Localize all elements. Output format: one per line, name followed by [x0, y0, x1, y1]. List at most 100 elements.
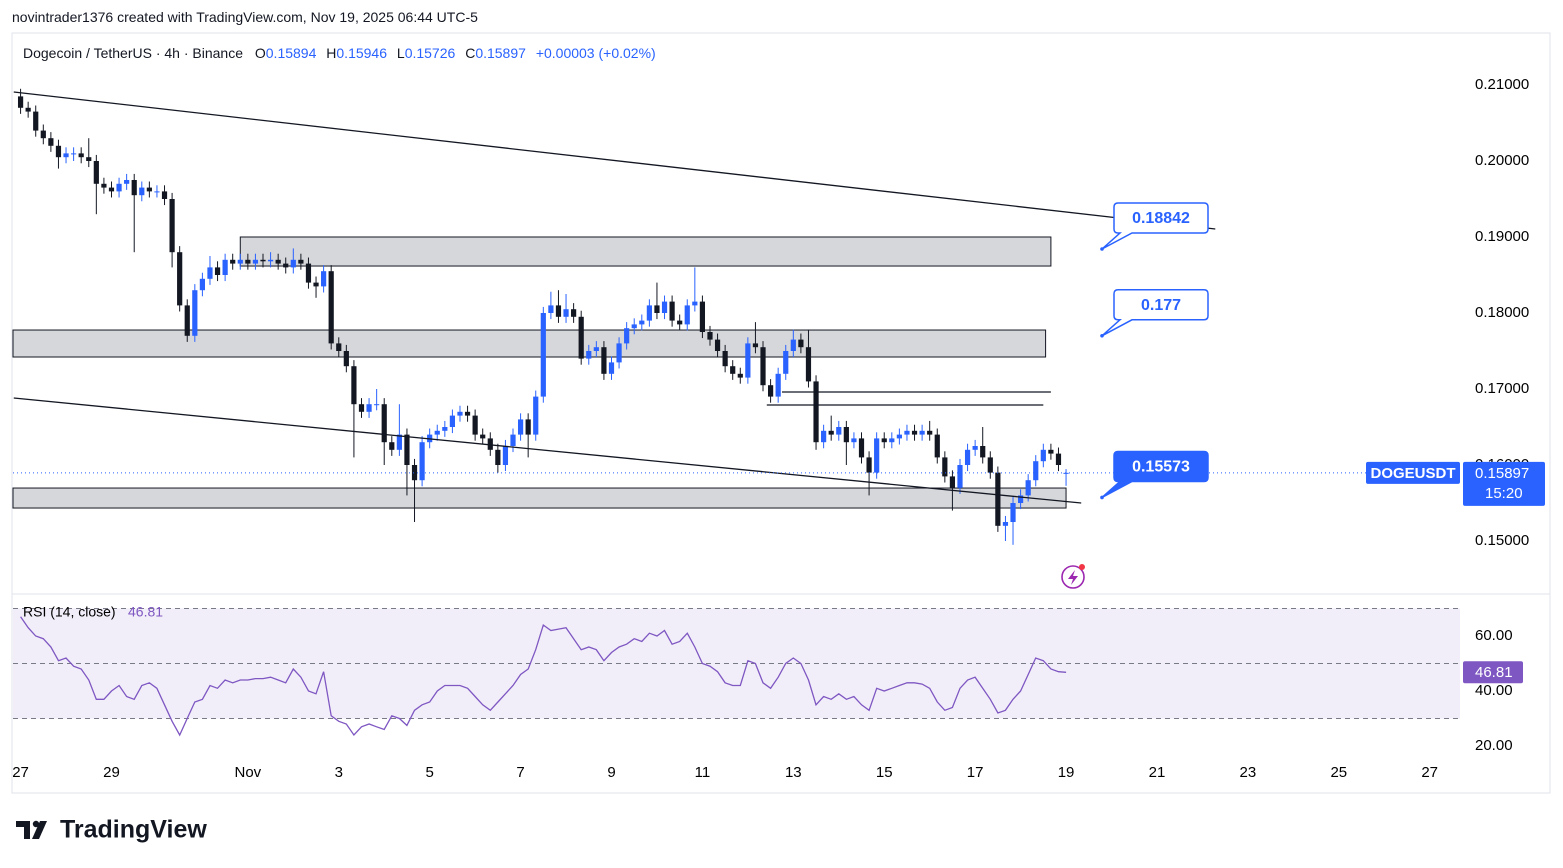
candle-body: [904, 430, 910, 435]
candle-body: [63, 153, 69, 158]
candle-body: [821, 430, 827, 443]
candle-body: [116, 183, 122, 192]
candle-body: [177, 252, 183, 306]
zone: [12, 329, 1047, 358]
candle-body: [17, 96, 24, 108]
candle-body: [25, 107, 31, 112]
candle-body: [881, 438, 887, 443]
candle-body: [252, 259, 259, 264]
candle-body: [1010, 503, 1016, 523]
candle-body: [502, 446, 509, 466]
candle-body: [1048, 449, 1054, 454]
brand: TradingView: [60, 816, 207, 844]
candle-body: [48, 138, 54, 146]
x-tick-label: 5: [426, 764, 434, 781]
candle-body: [942, 457, 948, 477]
candle-body: [586, 351, 592, 359]
y-tick-label: 20.00: [1475, 737, 1513, 754]
candle-body: [684, 305, 690, 325]
callout-label: 0.177: [1141, 297, 1181, 314]
candle-body: [199, 278, 205, 291]
callout-tip: [1100, 247, 1104, 251]
candle-body: [631, 324, 637, 329]
candle-body: [283, 263, 289, 268]
zone: [239, 236, 1052, 267]
candle-body: [972, 446, 978, 450]
candle-body: [896, 434, 902, 439]
candle-body: [540, 313, 546, 397]
candle-body: [707, 332, 713, 340]
candle-body: [298, 259, 304, 264]
candle-body: [480, 434, 486, 439]
candle-body: [752, 343, 759, 348]
candle-body: [533, 396, 539, 435]
candle-body: [275, 259, 281, 264]
candle-body: [608, 362, 615, 374]
candle-body: [767, 385, 774, 397]
candle-body: [571, 309, 577, 317]
candle-body: [305, 263, 312, 283]
rsi-value-box: [1463, 661, 1523, 684]
x-tick-label: Nov: [235, 764, 262, 781]
candle-body: [851, 438, 857, 443]
x-tick-label: 13: [785, 764, 802, 781]
legend: Dogecoin / TetherUS · 4h · Binance O0.15…: [23, 45, 662, 61]
ticker: DOGEUSDT: [1370, 465, 1455, 482]
candle-body: [911, 430, 918, 435]
callout-box: [1101, 202, 1209, 250]
candle-body: [563, 309, 569, 317]
chart-frame: [11, 32, 1551, 794]
candle-body: [601, 347, 607, 374]
candle-body: [214, 267, 221, 275]
candle-body: [737, 373, 743, 378]
candle-body: [230, 259, 236, 264]
candle-body: [487, 438, 493, 450]
y-tick-label: 40.00: [1475, 682, 1513, 699]
candle-body: [358, 404, 365, 412]
candle-body: [86, 157, 92, 161]
candle-body: [760, 347, 766, 386]
y-tick-label: 60.00: [1475, 627, 1513, 644]
ohlc-label: H: [326, 45, 337, 61]
candle-body: [108, 187, 115, 192]
candle-body: [836, 427, 842, 435]
y-tick-label: 0.21000: [1475, 76, 1529, 93]
rsi-value: 46.81: [128, 604, 163, 620]
candle-body: [222, 259, 228, 275]
candle-body: [184, 305, 190, 336]
candle-body: [730, 366, 736, 374]
candle-body: [169, 198, 175, 253]
candle-body: [411, 465, 418, 481]
x-tick-label: 27: [1421, 764, 1438, 781]
callout-box: [1101, 450, 1209, 499]
candle-body: [828, 430, 834, 435]
candle-body: [843, 427, 849, 443]
callout-label: 0.15573: [1132, 459, 1190, 476]
candle-body: [934, 434, 940, 458]
candle-body: [260, 259, 266, 262]
candle-body: [889, 438, 895, 443]
candle-body: [381, 404, 387, 443]
candle-body: [646, 305, 652, 321]
candle-body: [33, 111, 39, 131]
callout-box: [1101, 289, 1209, 337]
candle-body: [1063, 472, 1069, 474]
logo: TradingView: [16, 816, 207, 844]
x-tick-label: 11: [695, 764, 711, 781]
candle-body: [434, 430, 440, 435]
candle-body: [192, 290, 198, 336]
callout: 0.177: [1100, 289, 1209, 338]
candle-body: [624, 328, 630, 344]
price-box: [1463, 461, 1545, 506]
candle-body: [714, 339, 721, 352]
x-tick-label: 29: [103, 764, 120, 781]
candle-body: [957, 465, 963, 488]
y-tick-label: 0.17000: [1475, 380, 1529, 397]
y-tick-label: 0.18000: [1475, 304, 1529, 321]
trendline: [13, 91, 1216, 230]
candle-body: [866, 457, 872, 473]
candle-body: [995, 472, 1001, 526]
candle-body: [124, 179, 130, 184]
candle-body: [548, 305, 554, 313]
timer: 15:20: [1485, 485, 1523, 502]
